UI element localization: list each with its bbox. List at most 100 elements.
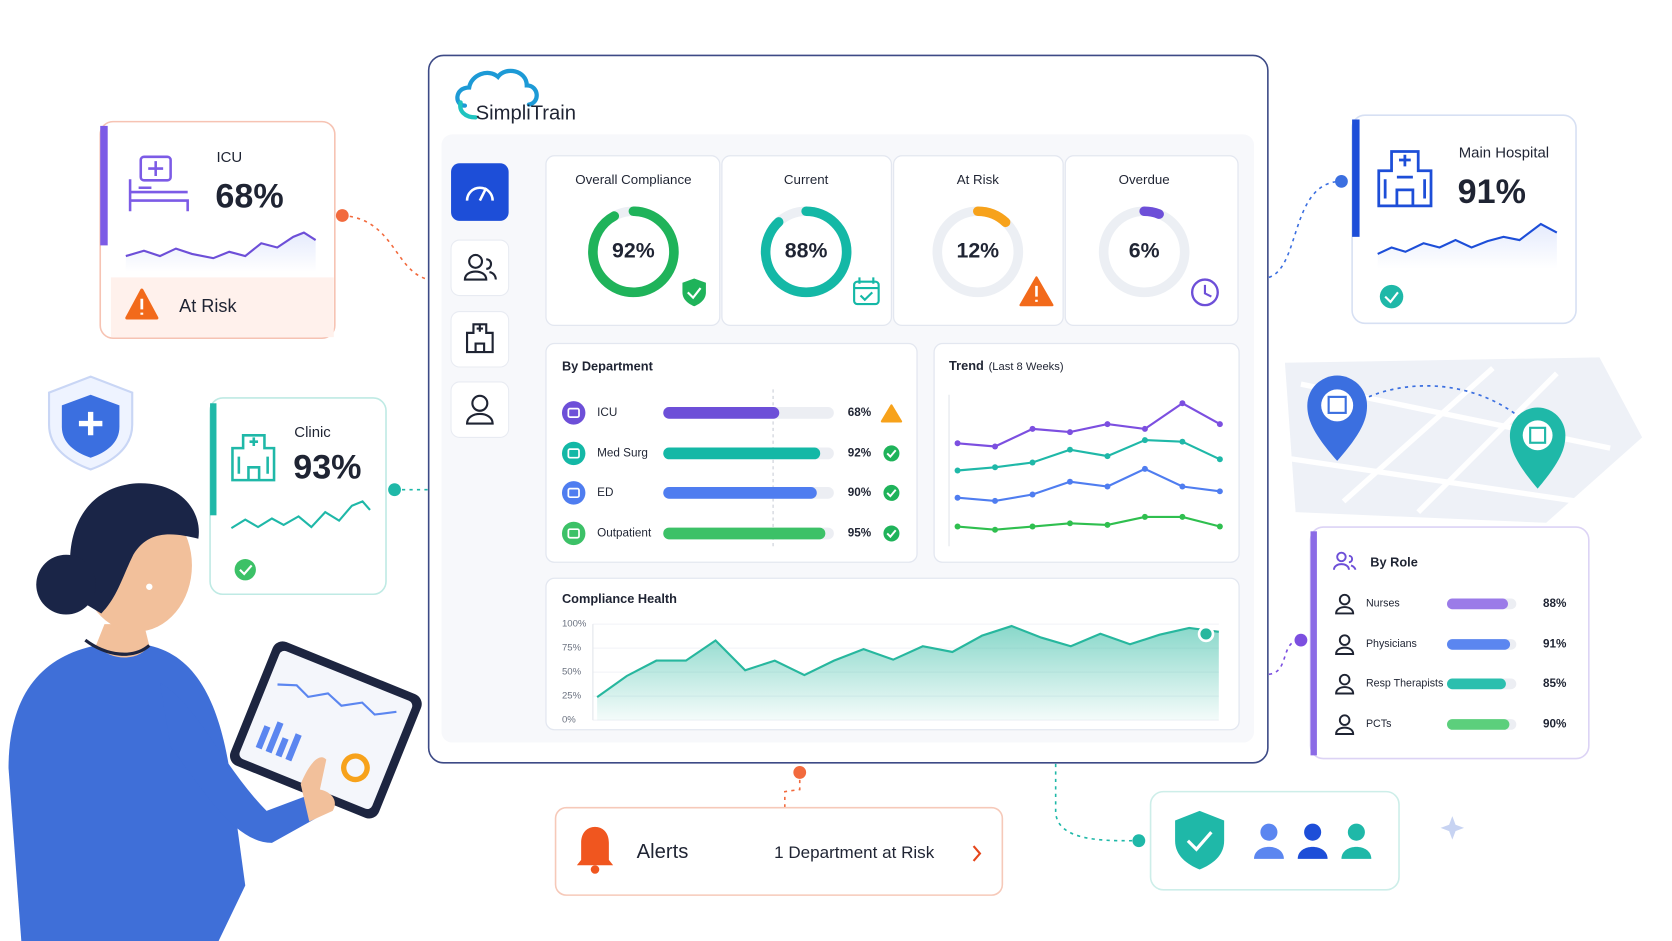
team-shield — [1175, 810, 1225, 870]
trend-point — [1029, 491, 1036, 498]
trend-line — [957, 467, 1221, 502]
role-bar — [1447, 678, 1506, 690]
dept-icon — [561, 521, 586, 546]
y-tick-label: 50% — [562, 667, 582, 678]
role-icon — [1333, 554, 1357, 570]
trend-point — [954, 467, 961, 474]
nav-icon — [471, 394, 489, 412]
card-accent — [1310, 531, 1317, 756]
card-status: At Risk — [179, 296, 237, 316]
role-person-head — [1338, 714, 1351, 726]
health-area — [597, 626, 1219, 721]
role-person-body — [1335, 646, 1355, 655]
status-ok — [883, 525, 900, 542]
status-ok — [883, 445, 900, 462]
trend-point — [1216, 488, 1223, 495]
dept-icon-glyph — [567, 487, 580, 499]
donut-arc — [932, 206, 1024, 298]
trend-point — [1141, 465, 1148, 472]
logo-cloud — [455, 68, 539, 108]
status-clock-hands — [1203, 284, 1212, 298]
card-name: Clinic — [294, 424, 331, 441]
sparkline-area — [125, 232, 316, 273]
connector — [342, 214, 429, 281]
dept-icon — [561, 481, 586, 505]
donut-arc — [588, 206, 679, 298]
trend-point — [1179, 400, 1186, 407]
health-marker — [1197, 625, 1215, 643]
role-value: 88% — [1543, 597, 1567, 610]
map-pin-center — [1522, 420, 1553, 451]
dept-bar — [663, 447, 821, 460]
role-rows: Nurses 88% Physicians 91% Resp Therapists 85%… — [1335, 593, 1567, 735]
card[interactable] — [554, 806, 1004, 896]
department-rows: ICU 68% Med Surg 92% ED 90% Outpatient 95% — [561, 401, 872, 546]
trend-point — [1104, 521, 1111, 528]
icu-icon — [139, 155, 172, 182]
health-line — [596, 624, 1219, 698]
sparkline — [125, 231, 317, 260]
nav-facilities[interactable] — [450, 310, 510, 368]
bell-clapper — [590, 865, 600, 874]
trend-point — [1179, 513, 1186, 520]
dept-bar — [663, 407, 780, 419]
kpi-card — [892, 155, 1064, 327]
status-check — [1384, 291, 1399, 304]
nurse-neck — [95, 624, 150, 658]
trend-point — [1104, 421, 1111, 428]
trend-point — [1216, 456, 1223, 463]
trend-point — [1179, 438, 1186, 445]
map-illustration — [1284, 357, 1643, 523]
connector — [1268, 180, 1342, 279]
icu-icon — [128, 161, 189, 212]
nav-users[interactable] — [450, 239, 510, 297]
y-tick-label: 100% — [562, 619, 587, 630]
card-name: ICU — [216, 149, 242, 166]
map-pin-icon — [1529, 426, 1547, 444]
connector-dot — [1294, 633, 1308, 647]
tablet-bar — [255, 725, 271, 750]
health-title: Compliance Health — [562, 591, 677, 606]
connector — [1268, 639, 1301, 676]
shield-badge — [47, 375, 134, 471]
dept-name: ICU — [597, 406, 617, 419]
trend-point — [954, 494, 961, 501]
role-value: 90% — [1543, 718, 1567, 731]
person — [1341, 846, 1372, 859]
role-bar — [1447, 598, 1508, 610]
sparkle — [1440, 816, 1465, 840]
kpi-value: 92% — [612, 238, 655, 262]
role-person-body — [1335, 686, 1355, 695]
trend-point — [1029, 459, 1036, 466]
trend-point — [1066, 478, 1073, 485]
trend-point — [992, 497, 999, 504]
y-tick-label: 75% — [562, 643, 582, 654]
person — [1260, 823, 1278, 841]
kpi-value: 12% — [956, 238, 999, 262]
status-check — [239, 564, 253, 576]
nav-dashboard[interactable] — [451, 163, 509, 221]
status-check — [886, 529, 897, 539]
logo-text: SimpliTrain — [476, 103, 577, 125]
card-accent — [100, 125, 108, 246]
clinic-card: Clinic 93% — [209, 397, 387, 596]
nurse-bun — [36, 554, 96, 615]
trend-lines — [954, 400, 1223, 533]
status-ok — [1379, 284, 1404, 309]
shield-cross — [78, 411, 103, 436]
nurse-lanyard — [84, 638, 151, 656]
status-calendar — [853, 280, 880, 306]
role-person-head — [1338, 634, 1351, 646]
status-check — [886, 489, 897, 498]
nav-icon — [465, 323, 494, 354]
alerts-card[interactable]: Alerts 1 Department at Risk — [554, 806, 1004, 896]
dept-name: ED — [597, 486, 613, 499]
tablet-bar — [285, 733, 302, 762]
status-ok — [883, 484, 900, 501]
trend-title: Trend — [949, 358, 984, 373]
trend-point — [992, 443, 999, 450]
card-name: Main Hospital — [1459, 145, 1549, 162]
trend-point — [992, 464, 999, 471]
trend-point — [1141, 425, 1148, 432]
status-calendar-detail — [854, 277, 879, 302]
